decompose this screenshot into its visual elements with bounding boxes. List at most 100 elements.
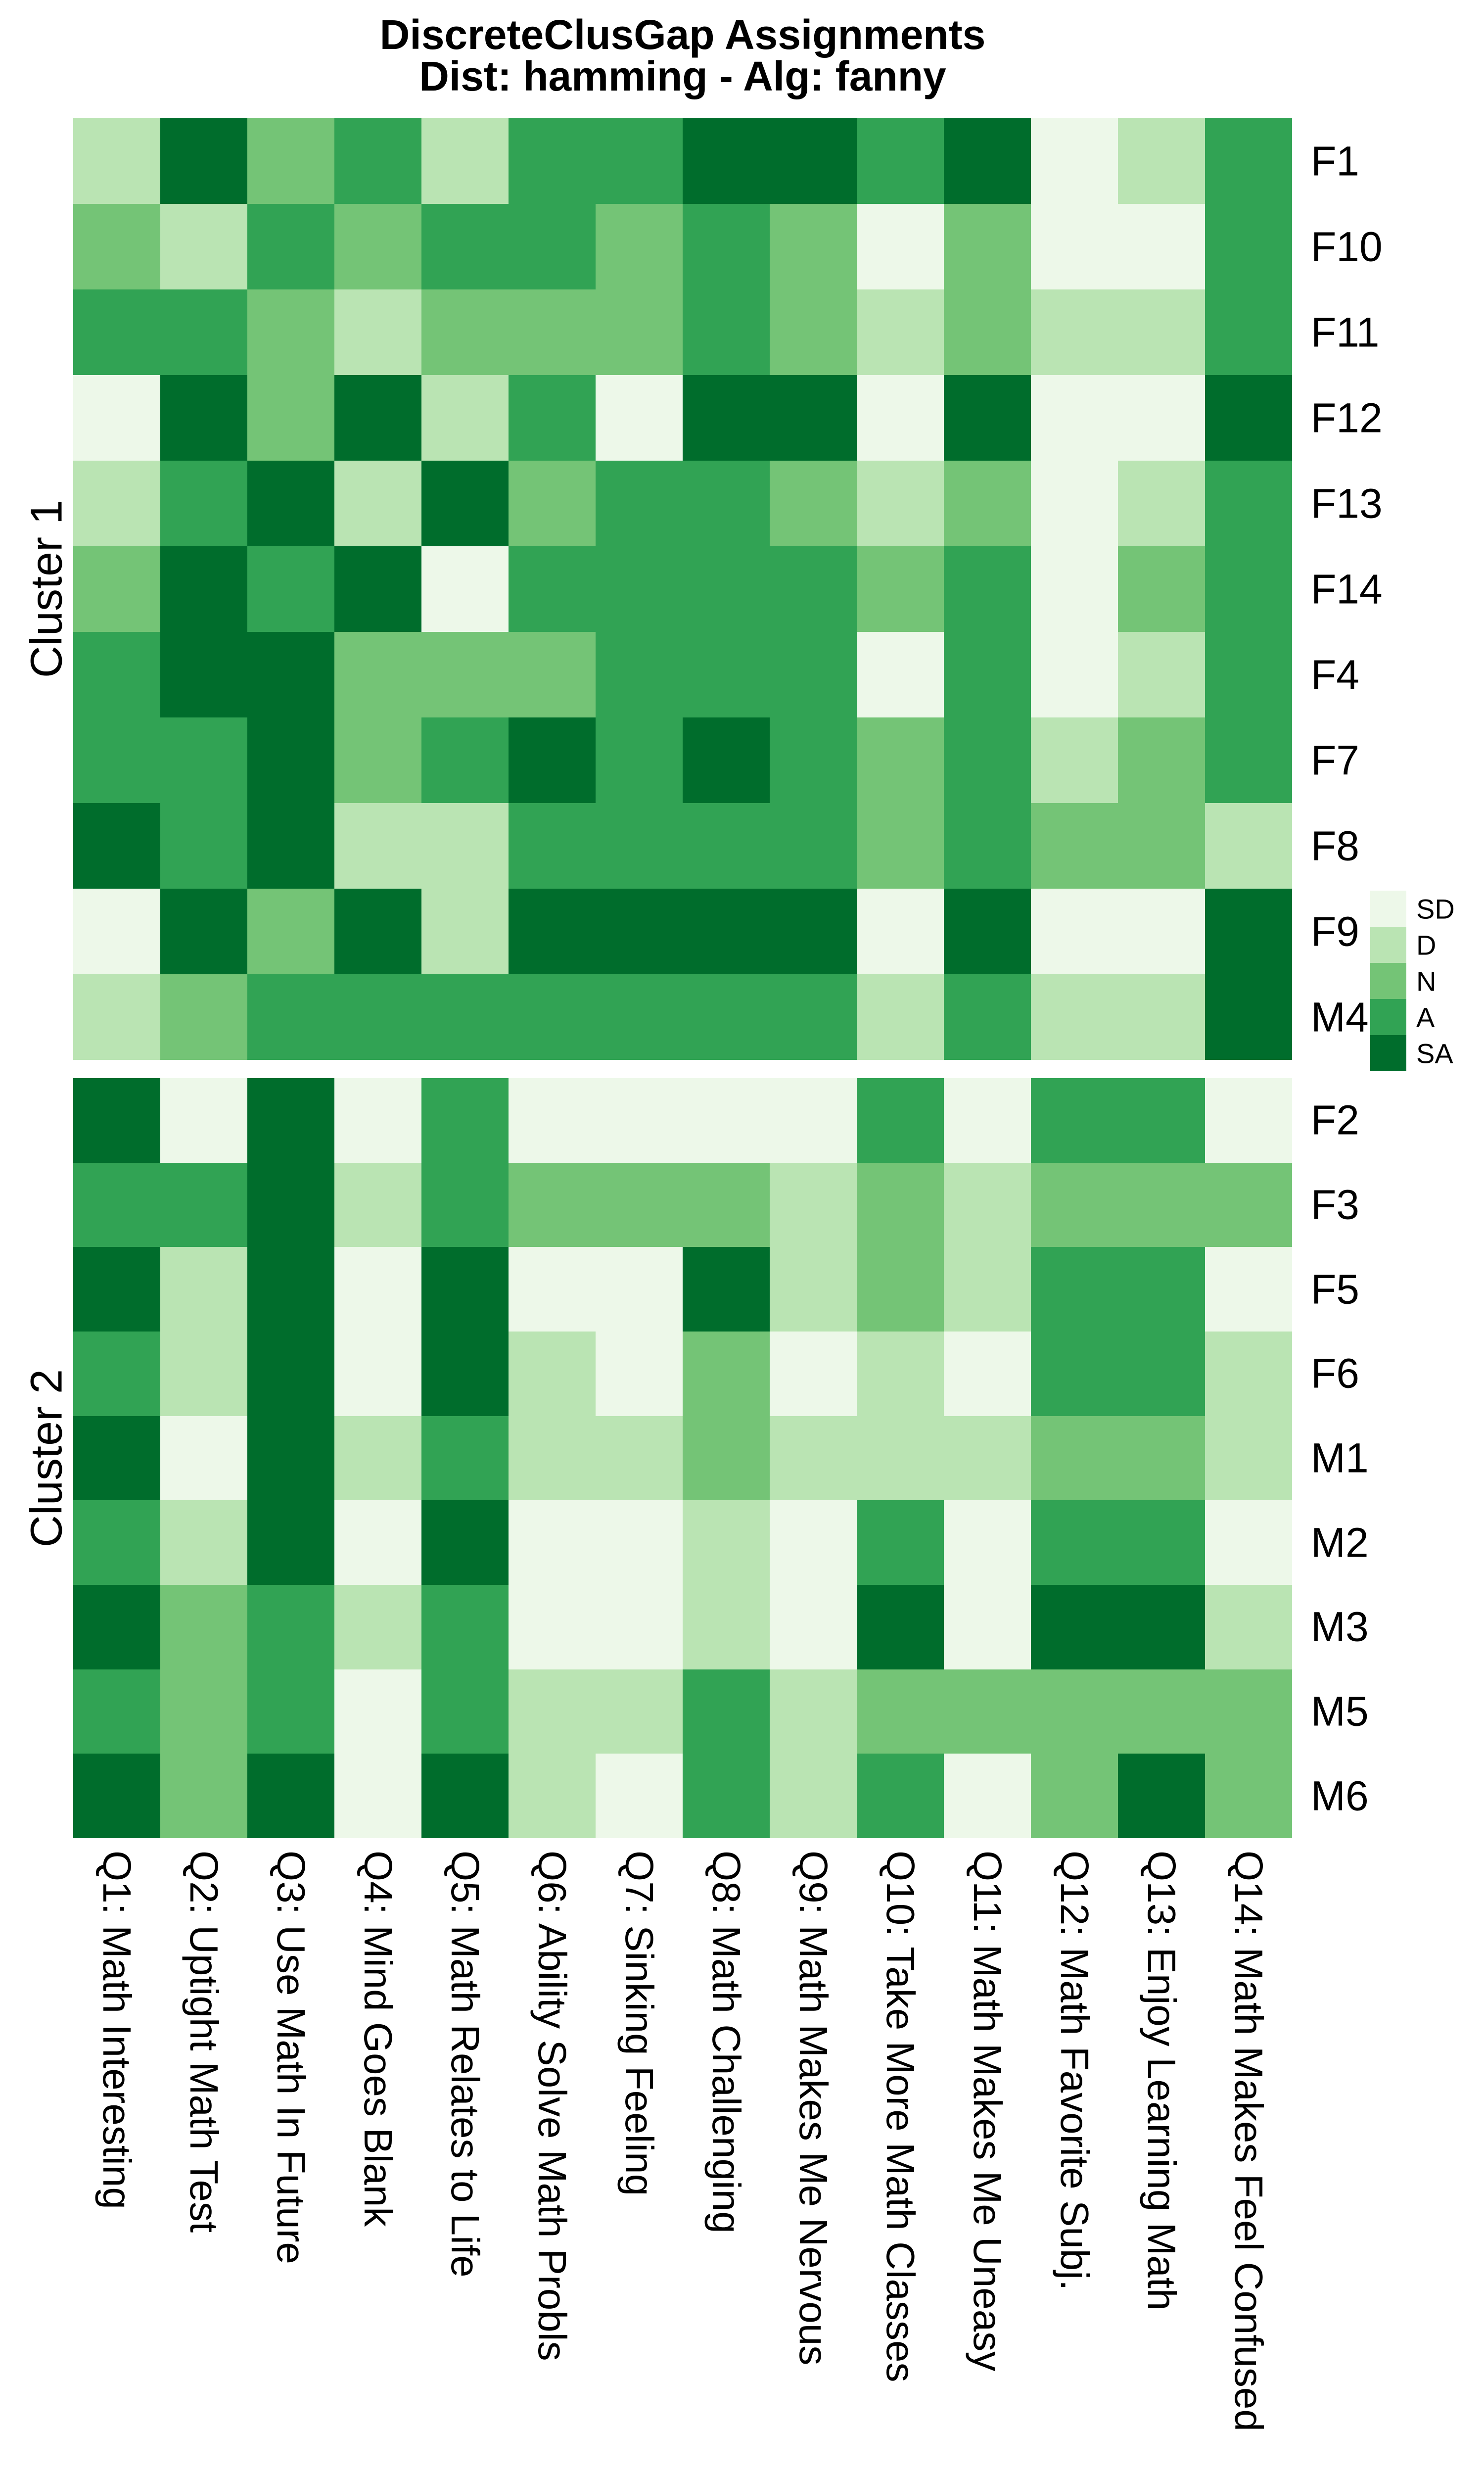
heatmap-cell bbox=[1205, 1669, 1292, 1754]
heatmap-cell bbox=[770, 632, 857, 717]
row-label-M6: M6 bbox=[1311, 1772, 1369, 1819]
legend-label-SD: SD bbox=[1416, 893, 1455, 924]
heatmap-cell bbox=[683, 1247, 770, 1332]
heatmap-cell bbox=[683, 1585, 770, 1669]
heatmap-cell bbox=[944, 1585, 1031, 1669]
heatmap-cell bbox=[683, 1500, 770, 1585]
heatmap-cell bbox=[1031, 1162, 1118, 1247]
legend-swatch-N bbox=[1370, 963, 1406, 999]
heatmap-cell bbox=[73, 632, 160, 717]
heatmap-cell bbox=[334, 289, 421, 375]
heatmap-cell bbox=[857, 889, 944, 974]
heatmap-cell bbox=[770, 974, 857, 1060]
column-label-q5: Q5: Math Relates to Life bbox=[443, 1851, 487, 2278]
heatmap-cell bbox=[73, 204, 160, 289]
heatmap-cell bbox=[334, 1669, 421, 1754]
heatmap-cell bbox=[1205, 889, 1292, 974]
row-label-F12: F12 bbox=[1311, 394, 1383, 441]
heatmap-cell bbox=[334, 803, 421, 889]
heatmap-cell bbox=[1118, 974, 1205, 1060]
row-label-M5: M5 bbox=[1311, 1688, 1369, 1735]
heatmap-cell bbox=[944, 118, 1031, 204]
heatmap-cell bbox=[73, 375, 160, 461]
heatmap-cell bbox=[1118, 1332, 1205, 1416]
heatmap-cell bbox=[509, 118, 596, 204]
heatmap-cell bbox=[1205, 461, 1292, 546]
legend-swatch-A bbox=[1370, 999, 1406, 1035]
heatmap-cell bbox=[509, 974, 596, 1060]
heatmap-cell bbox=[1118, 717, 1205, 803]
chart-title-line2: Dist: hamming - Alg: fanny bbox=[419, 53, 946, 99]
heatmap-cell bbox=[73, 1416, 160, 1501]
heatmap-cell bbox=[160, 1500, 247, 1585]
heatmap-cell bbox=[1031, 1585, 1118, 1669]
heatmap-cell bbox=[1118, 118, 1205, 204]
heatmap-cell bbox=[509, 1247, 596, 1332]
heatmap-cell bbox=[1031, 717, 1118, 803]
row-label-F13: F13 bbox=[1311, 480, 1383, 526]
heatmap-cell bbox=[334, 546, 421, 632]
heatmap-cell bbox=[596, 1416, 683, 1501]
heatmap-cell bbox=[421, 204, 509, 289]
heatmap-cell bbox=[1118, 1416, 1205, 1501]
heatmap-cell bbox=[1205, 118, 1292, 204]
heatmap-cell bbox=[683, 1162, 770, 1247]
heatmap-cell bbox=[1118, 803, 1205, 889]
heatmap-cell bbox=[944, 889, 1031, 974]
heatmap-cell bbox=[944, 1669, 1031, 1754]
heatmap-cell bbox=[1031, 1754, 1118, 1838]
heatmap-cell bbox=[857, 461, 944, 546]
heatmap-cell bbox=[944, 204, 1031, 289]
heatmap-cell bbox=[334, 889, 421, 974]
heatmap-cell bbox=[1205, 974, 1292, 1060]
heatmap-cell bbox=[334, 1585, 421, 1669]
heatmap-cell bbox=[73, 461, 160, 546]
heatmap-cell bbox=[160, 289, 247, 375]
heatmap-cell bbox=[1031, 1669, 1118, 1754]
heatmap-cell bbox=[160, 632, 247, 717]
heatmap-cell bbox=[857, 1500, 944, 1585]
heatmap-cell bbox=[1205, 546, 1292, 632]
heatmap-cell bbox=[1205, 1416, 1292, 1501]
heatmap-cell bbox=[944, 803, 1031, 889]
heatmap-cell bbox=[1031, 974, 1118, 1060]
column-label-q8: Q8: Math Challenging bbox=[704, 1851, 748, 2234]
heatmap-cell bbox=[857, 1332, 944, 1416]
heatmap-cell bbox=[944, 461, 1031, 546]
heatmap-cell bbox=[247, 1754, 334, 1838]
heatmap-cell bbox=[334, 375, 421, 461]
heatmap-cell bbox=[683, 204, 770, 289]
heatmap-cell bbox=[247, 1332, 334, 1416]
heatmap-cell bbox=[944, 1162, 1031, 1247]
legend-label-A: A bbox=[1416, 1001, 1435, 1033]
heatmap-cell bbox=[334, 632, 421, 717]
heatmap-cell bbox=[944, 632, 1031, 717]
heatmap-cell bbox=[944, 1500, 1031, 1585]
heatmap-cell bbox=[1031, 889, 1118, 974]
heatmap-cell bbox=[247, 204, 334, 289]
heatmap-cell bbox=[1031, 461, 1118, 546]
heatmap-cell bbox=[857, 375, 944, 461]
heatmap-cell bbox=[247, 1416, 334, 1501]
row-label-M2: M2 bbox=[1311, 1519, 1369, 1566]
heatmap-cell bbox=[421, 1416, 509, 1501]
heatmap-cell bbox=[421, 461, 509, 546]
heatmap-cell bbox=[770, 1669, 857, 1754]
heatmap-cell bbox=[73, 717, 160, 803]
heatmap-cell bbox=[770, 289, 857, 375]
heatmap-cell bbox=[857, 1754, 944, 1838]
heatmap-cell bbox=[421, 1754, 509, 1838]
column-label-q12: Q12: Math Favorite Subj. bbox=[1053, 1851, 1097, 2291]
heatmap-cell bbox=[683, 1332, 770, 1416]
heatmap-cell bbox=[509, 632, 596, 717]
heatmap-cell bbox=[1205, 1078, 1292, 1163]
heatmap-cell bbox=[421, 375, 509, 461]
legend-swatch-D bbox=[1370, 927, 1406, 963]
heatmap-cell bbox=[770, 461, 857, 546]
heatmap-cell bbox=[1118, 632, 1205, 717]
heatmap-cell bbox=[770, 1078, 857, 1163]
heatmap-cell bbox=[509, 1078, 596, 1163]
heatmap-cell bbox=[1118, 1669, 1205, 1754]
heatmap-cell bbox=[770, 1500, 857, 1585]
heatmap-cell bbox=[509, 1416, 596, 1501]
